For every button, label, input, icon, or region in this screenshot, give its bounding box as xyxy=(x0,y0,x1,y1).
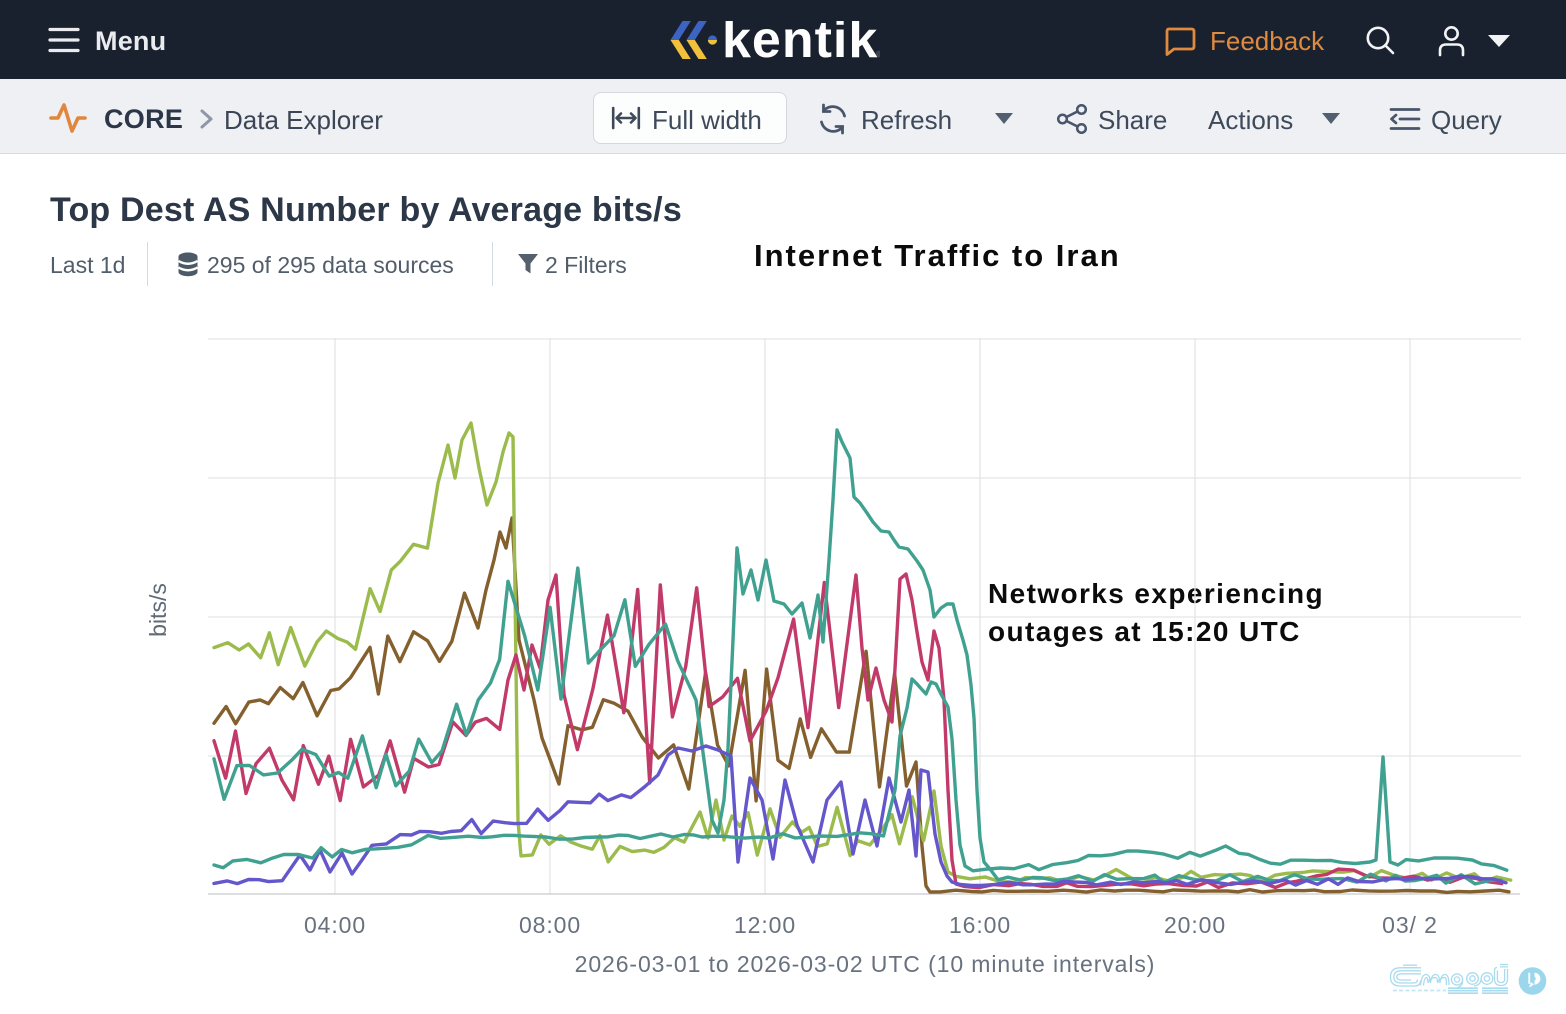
svg-text:08:00: 08:00 xyxy=(519,912,581,938)
svg-text:12:00: 12:00 xyxy=(734,912,796,938)
svg-text:2026-03-01 to 2026-03-02 UTC (: 2026-03-01 to 2026-03-02 UTC (10 minute … xyxy=(575,951,1156,977)
svg-text:16:00: 16:00 xyxy=(949,912,1011,938)
svg-text:bits/s: bits/s xyxy=(145,583,171,637)
svg-text:04:00: 04:00 xyxy=(304,912,366,938)
svg-text:kentik: kentik xyxy=(722,21,878,61)
svg-text:03/ 2: 03/ 2 xyxy=(1382,912,1438,938)
svg-text:20:00: 20:00 xyxy=(1164,912,1226,938)
